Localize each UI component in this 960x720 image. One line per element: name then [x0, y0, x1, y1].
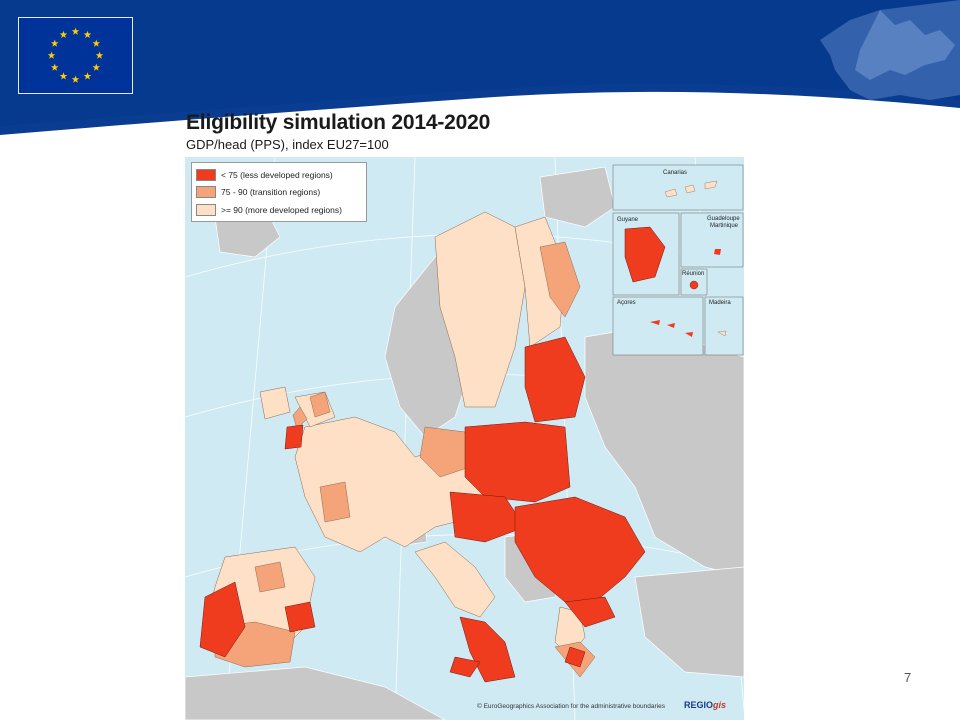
map-legend: < 75 (less developed regions) 75 - 90 (t…: [191, 162, 367, 222]
eu-star: [71, 75, 80, 83]
eu-star: [83, 30, 92, 38]
outermost-regions-insets: Canarias Guyane Guadeloupe Martinique Ré…: [612, 164, 744, 356]
inset-label-guadeloupe: Guadeloupe: [707, 216, 740, 222]
regiogis-logo: REGIOgis: [684, 700, 726, 710]
eu-star: [59, 72, 68, 80]
eu-star: [83, 72, 92, 80]
inset-label-acores: Açores: [617, 300, 636, 306]
inset-label-madeira: Madeira: [709, 300, 731, 306]
regiogis-logo-main: REGIO: [684, 700, 714, 710]
eu-star: [92, 39, 101, 47]
legend-label: < 75 (less developed regions): [221, 170, 333, 180]
legend-item: < 75 (less developed regions): [196, 168, 333, 182]
eligibility-map: Canarias Guyane Guadeloupe Martinique Ré…: [185, 157, 744, 720]
slide-title: Eligibility simulation 2014-2020: [186, 111, 491, 134]
copyright-notice: © EuroGeographics Association for the ad…: [477, 703, 665, 710]
europe-map: Canarias Guyane Guadeloupe Martinique Ré…: [185, 157, 744, 720]
inset-label-guyane: Guyane: [617, 217, 639, 223]
eu-star: [50, 63, 59, 71]
eu-star: [47, 51, 56, 59]
eu-stars-icon: [47, 27, 104, 83]
eu-star: [71, 27, 80, 35]
eu-star: [92, 63, 101, 71]
regions-transition: [214, 241, 596, 678]
legend-item: 75 - 90 (transition regions): [196, 185, 320, 199]
europe-dots-graphic: [820, 0, 960, 100]
header-band: [0, 0, 960, 135]
legend-item: >= 90 (more developed regions): [196, 203, 342, 217]
slide-subtitle: GDP/head (PPS), index EU27=100: [186, 137, 389, 152]
legend-swatch: [196, 186, 216, 198]
legend-label: >= 90 (more developed regions): [221, 205, 342, 215]
eu-star: [95, 51, 104, 59]
eu-star: [50, 39, 59, 47]
inset-label-reunion: Réunion: [682, 271, 704, 277]
inset-label-martinique: Martinique: [710, 223, 739, 229]
eu-flag-logo: [18, 17, 133, 94]
inset-label-canarias: Canarias: [663, 170, 687, 176]
legend-label: 75 - 90 (transition regions): [221, 187, 321, 197]
regiogis-logo-suffix: gis: [713, 700, 727, 710]
eu-star: [59, 30, 68, 38]
regions-less-developed: [199, 336, 646, 683]
legend-swatch: [196, 204, 216, 216]
page-number: 7: [904, 670, 912, 685]
legend-swatch: [196, 169, 216, 181]
